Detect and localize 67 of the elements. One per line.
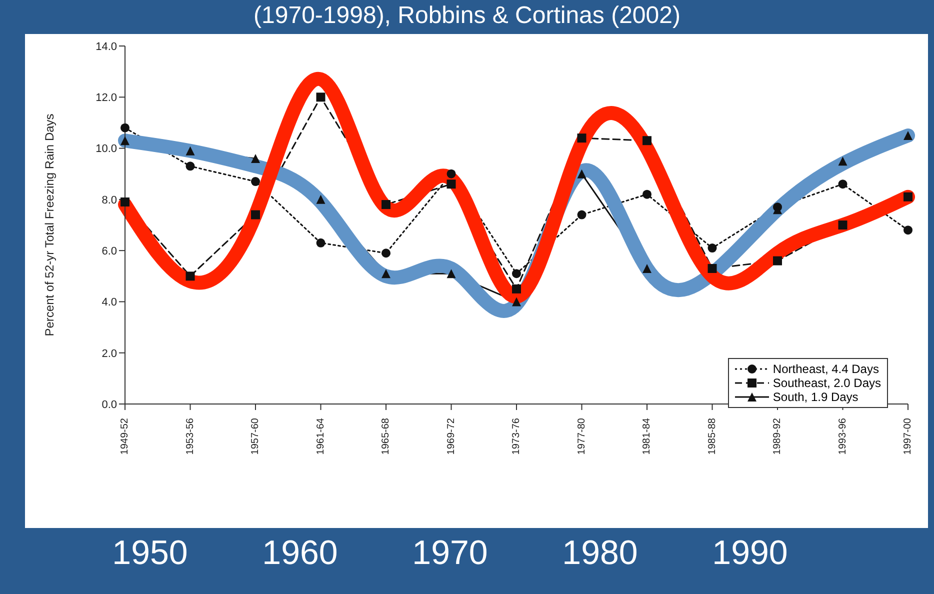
chart-title: (1970-1998), Robbins & Cortinas (2002) <box>252 2 682 30</box>
text: 1990 <box>711 534 789 573</box>
point <box>446 169 456 178</box>
point <box>577 169 586 178</box>
point <box>382 269 390 278</box>
point <box>251 154 260 164</box>
point <box>120 197 130 206</box>
x-tick-label: 1969-72 <box>446 418 457 455</box>
x-tick-label: 1977-80 <box>576 418 588 455</box>
y-tick-label: 0.0 <box>102 398 117 411</box>
text: 1970 <box>411 534 489 573</box>
point <box>512 297 521 306</box>
point <box>120 123 130 132</box>
x-tick-label: 1953-56 <box>184 418 196 455</box>
point <box>577 134 586 143</box>
x-tick-label: 1981-84 <box>642 418 652 455</box>
x-tick-label: 1997-00 <box>902 418 914 455</box>
legend-label: Southeast, 2.0 Days <box>772 376 881 390</box>
point <box>708 264 717 273</box>
point <box>446 180 456 189</box>
point <box>904 192 912 202</box>
point <box>642 190 652 199</box>
y-tick-label: 4.0 <box>102 296 117 309</box>
point <box>773 256 782 266</box>
point <box>642 136 652 146</box>
point <box>316 92 326 102</box>
y-tick-label: 6.0 <box>102 245 117 258</box>
point <box>251 177 260 186</box>
point <box>904 226 912 235</box>
point <box>708 244 717 253</box>
point <box>186 272 195 281</box>
legend-label: South, 1.9 Days <box>772 390 858 404</box>
x-tick-label: 1949-52 <box>120 418 130 455</box>
x-tick-label: 1973-76 <box>511 418 522 455</box>
point <box>382 200 390 210</box>
point <box>838 156 848 166</box>
y-tick-label: 8.0 <box>102 194 117 206</box>
x-tick-label: 1965-68 <box>380 418 392 455</box>
x-tick-label: 1985-88 <box>706 418 718 455</box>
point <box>382 248 390 258</box>
y-axis-title: Percent of 52-yr Total Freezing Rain Days <box>42 114 56 336</box>
point <box>512 284 521 294</box>
point <box>316 194 326 204</box>
point <box>642 264 652 273</box>
text: 1950 <box>111 534 189 573</box>
point <box>186 146 195 156</box>
point <box>251 210 260 220</box>
point <box>838 220 848 230</box>
point <box>512 269 521 278</box>
point <box>838 180 848 189</box>
y-tick-label: 14.0 <box>96 40 117 53</box>
point <box>120 136 130 146</box>
x-tick-label: 1993-96 <box>837 418 848 455</box>
text: 1960 <box>261 534 339 573</box>
y-tick-label: 2.0 <box>102 348 117 360</box>
point <box>316 238 326 248</box>
y-tick-label: 12.0 <box>96 92 117 104</box>
point <box>446 269 456 278</box>
point <box>186 162 195 171</box>
legend-label: Northeast, 4.4 Days <box>772 362 879 376</box>
x-tick-label: 1961-64 <box>315 418 326 455</box>
text: 1980 <box>561 534 639 573</box>
point <box>577 210 586 220</box>
point <box>904 131 912 140</box>
x-tick-label: 1957-60 <box>250 418 261 455</box>
x-tick-label: 1989-92 <box>772 418 783 455</box>
y-tick-label: 10.0 <box>96 143 117 156</box>
